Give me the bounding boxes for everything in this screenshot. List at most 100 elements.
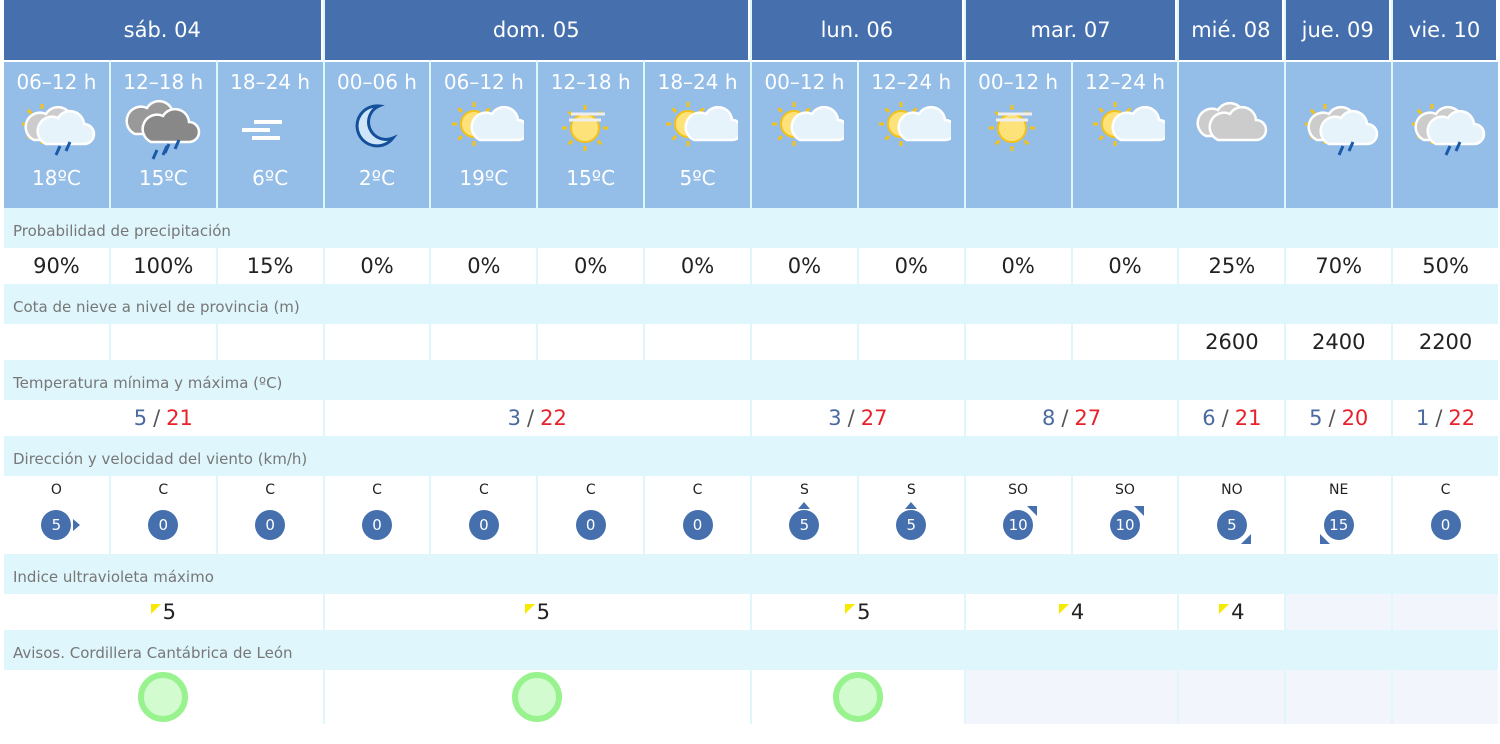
uv-value: 5 xyxy=(857,600,871,624)
wind-speed-value: 5 xyxy=(1227,516,1237,534)
wind-arrow-icon xyxy=(1319,534,1330,544)
wind-direction: C xyxy=(585,482,596,498)
uv-cell xyxy=(1286,594,1392,630)
aviso-cell xyxy=(324,670,750,724)
wind-arrow-icon xyxy=(1240,534,1251,544)
period-cell xyxy=(1286,60,1392,208)
aviso-cell xyxy=(751,670,964,724)
precip-value: 100% xyxy=(110,248,216,284)
separator: / xyxy=(847,406,855,430)
aviso-cell xyxy=(1179,670,1285,724)
snow-value: 2600 xyxy=(1179,324,1285,360)
uv-label: Indice ultravioleta máximo xyxy=(4,554,1498,594)
wind-speed: 0 xyxy=(682,510,713,540)
uv-flag-icon xyxy=(845,604,856,614)
wind-speed-value: 10 xyxy=(1115,516,1135,534)
uv-flag-icon xyxy=(1058,604,1069,614)
uv-value: 5 xyxy=(162,600,176,624)
avisos-label: Avisos. Cordillera Cantábrica de León xyxy=(4,630,1498,670)
wind-speed-value: 10 xyxy=(1008,516,1028,534)
wind-speed-value: 5 xyxy=(799,516,810,534)
precip-value: 0% xyxy=(645,248,750,284)
temp-min: 5 xyxy=(133,406,148,430)
period-hours: 06–12 h xyxy=(16,70,97,94)
period-cell: 12–24 h xyxy=(858,60,964,208)
period-cell: 12–24 h xyxy=(1072,60,1178,208)
wind-speed: 0 xyxy=(148,510,179,540)
snow-label: Cota de nieve a nivel de provincia (m) xyxy=(4,284,1498,324)
uv-cell: 4 xyxy=(965,594,1178,630)
wind-speed: 5 xyxy=(789,502,820,540)
period-temp: 18ºC xyxy=(32,166,81,190)
wind-speed-value: 0 xyxy=(158,516,169,534)
wind-direction: S xyxy=(906,482,916,498)
temp-min: 8 xyxy=(1041,406,1056,430)
wind-speed-value: 5 xyxy=(51,516,62,534)
wind-cell: SO 10 xyxy=(1072,476,1178,554)
cloud-icon xyxy=(1192,94,1272,160)
precip-value: 70% xyxy=(1286,248,1392,284)
wind-direction: C xyxy=(478,482,489,498)
snow-value xyxy=(538,324,644,360)
wind-cell: SO 10 xyxy=(965,476,1071,554)
wind-speed: 5 xyxy=(896,502,927,540)
wind-arrow-icon xyxy=(798,502,811,509)
precip-value: 0% xyxy=(751,248,857,284)
uv-flag-icon xyxy=(150,604,161,614)
wind-speed: 0 xyxy=(1430,510,1461,540)
temp-max: 21 xyxy=(166,406,193,430)
day-header: sáb. 04 xyxy=(4,0,323,60)
temp-min: 1 xyxy=(1415,406,1430,430)
temp-minmax: 1/22 xyxy=(1393,400,1498,436)
temp-minmax: 5/21 xyxy=(4,400,323,436)
sun-cloud-icon xyxy=(1085,94,1165,160)
precip-value: 0% xyxy=(1072,248,1178,284)
temp-max: 21 xyxy=(1234,406,1262,430)
precip-value: 90% xyxy=(4,248,109,284)
temp-min: 3 xyxy=(507,406,522,430)
separator: / xyxy=(1435,406,1443,430)
wind-speed-value: 0 xyxy=(372,516,382,534)
temp-label: Temperatura mínima y máxima (ºC) xyxy=(4,360,1498,400)
wind-speed: 5 xyxy=(41,510,81,540)
period-temp: 15ºC xyxy=(138,166,188,190)
precip-value: 0% xyxy=(858,248,964,284)
period-hours: 18–24 h xyxy=(657,70,738,94)
heavy-cloud-rain-icon xyxy=(123,94,203,160)
period-cell: 18–24 h 5ºC xyxy=(645,60,750,208)
wind-cell: NE 15 xyxy=(1286,476,1392,554)
uv-flag-icon xyxy=(524,604,535,614)
snow-value xyxy=(217,324,323,360)
separator: / xyxy=(153,406,161,430)
temp-max: 27 xyxy=(860,406,888,430)
wind-speed: 10 xyxy=(1109,506,1144,540)
wind-direction: SO xyxy=(1008,482,1029,498)
precip-value: 0% xyxy=(431,248,537,284)
temp-min: 3 xyxy=(828,406,842,430)
wind-direction: S xyxy=(799,482,809,498)
temp-minmax: 3/27 xyxy=(751,400,964,436)
wind-arrow-icon xyxy=(73,519,81,531)
wind-direction: NO xyxy=(1221,482,1243,498)
period-hours: 12–18 h xyxy=(550,70,631,94)
wind-speed-value: 0 xyxy=(265,516,275,534)
temp-minmax: 8/27 xyxy=(965,400,1178,436)
snow-value xyxy=(645,324,750,360)
temp-max: 27 xyxy=(1074,406,1102,430)
uv-cell: 5 xyxy=(751,594,964,630)
wind-speed: 10 xyxy=(1003,506,1038,540)
period-cell xyxy=(1179,60,1285,208)
wind-speed: 0 xyxy=(468,510,499,540)
period-hours: 12–24 h xyxy=(871,70,952,94)
wind-speed-value: 15 xyxy=(1329,516,1349,534)
wind-speed-value: 0 xyxy=(479,516,489,534)
day-header: vie. 10 xyxy=(1393,0,1498,60)
sun-cloud-icon xyxy=(871,94,952,160)
period-cell: 12–18 h 15ºC xyxy=(110,60,216,208)
fog-icon xyxy=(230,94,310,160)
period-hours: 18–24 h xyxy=(230,70,311,94)
